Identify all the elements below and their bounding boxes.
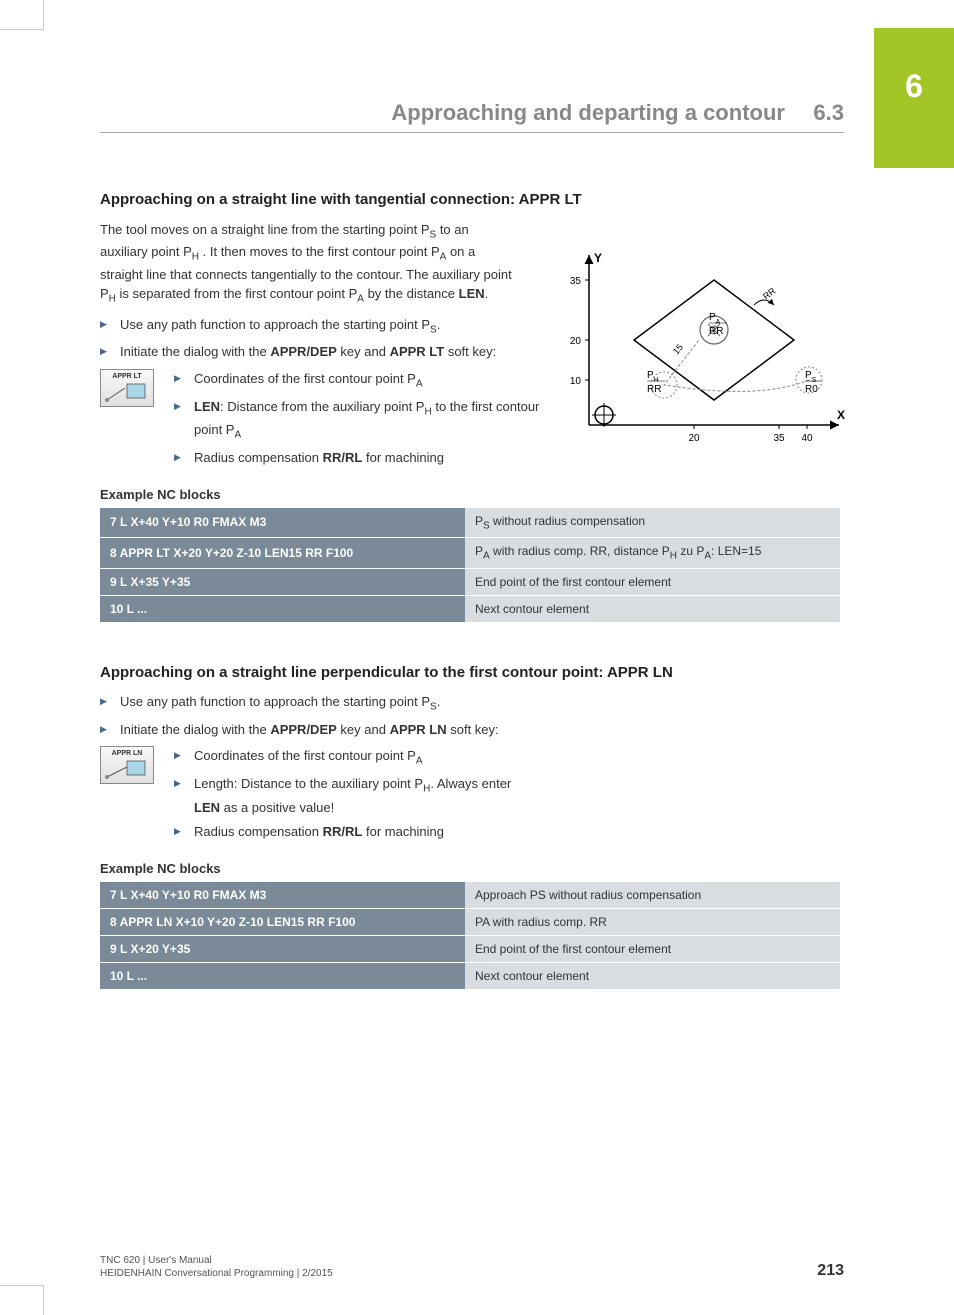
list-item: Length: Distance to the auxiliary point … xyxy=(174,774,540,818)
table-row: 9 L X+35 Y+35 End point of the first con… xyxy=(100,568,840,595)
table-row: 8 APPR LT X+20 Y+20 Z-10 LEN15 RR F100 P… xyxy=(100,538,840,568)
chapter-tab: 6 xyxy=(874,28,954,168)
svg-text:PS: PS xyxy=(805,370,817,384)
svg-text:15: 15 xyxy=(671,342,685,356)
svg-text:Y: Y xyxy=(594,251,602,265)
table-row: 7 L X+40 Y+10 R0 FMAX M3 PS without radi… xyxy=(100,508,840,538)
table-row: 10 L ...Next contour element xyxy=(100,963,840,990)
page-footer: TNC 620 | User's Manual HEIDENHAIN Conve… xyxy=(100,1254,844,1280)
page-corner-bottom xyxy=(0,1285,44,1315)
list-item: Radius compensation RR/RL for machining xyxy=(174,448,540,469)
softkey-appr-lt-icon: APPR LT xyxy=(100,369,154,407)
svg-text:40: 40 xyxy=(801,433,813,444)
list-item: Initiate the dialog with the APPR/DEP ke… xyxy=(100,720,530,741)
example-label-1: Example NC blocks xyxy=(100,487,840,502)
section1-heading: Approaching on a straight line with tang… xyxy=(100,190,840,210)
list-item: Use any path function to approach the st… xyxy=(100,692,530,716)
example-label-2: Example NC blocks xyxy=(100,861,840,876)
nc-table-1: 7 L X+40 Y+10 R0 FMAX M3 PS without radi… xyxy=(100,508,840,623)
section2-bullets: Use any path function to approach the st… xyxy=(100,692,530,740)
svg-text:RR: RR xyxy=(647,384,661,395)
svg-text:20: 20 xyxy=(688,433,700,444)
table-row: 10 L ... Next contour element xyxy=(100,595,840,622)
section2-heading: Approaching on a straight line perpendic… xyxy=(100,663,840,683)
list-item: Use any path function to approach the st… xyxy=(100,315,530,339)
list-item: Radius compensation RR/RL for machining xyxy=(174,822,540,843)
section1-bullets: Use any path function to approach the st… xyxy=(100,315,530,363)
svg-text:RR: RR xyxy=(709,326,723,337)
approach-diagram: YX352010203540PARRPHRRPSR0RR15 xyxy=(559,250,849,460)
softkey-row-appr-lt: APPR LT Coordinates of the first contour… xyxy=(100,369,540,475)
svg-text:35: 35 xyxy=(570,276,582,287)
footer-text: TNC 620 | User's Manual HEIDENHAIN Conve… xyxy=(100,1254,333,1280)
nc-table-2: 7 L X+40 Y+10 R0 FMAX M3Approach PS with… xyxy=(100,882,840,990)
svg-text:10: 10 xyxy=(570,376,582,387)
page-header: Approaching and departing a contour 6.3 xyxy=(100,100,844,133)
svg-text:35: 35 xyxy=(773,433,785,444)
header-title: Approaching and departing a contour xyxy=(391,100,785,125)
list-item: Coordinates of the first contour point P… xyxy=(174,746,540,770)
svg-text:X: X xyxy=(837,408,845,422)
section1-paragraph: The tool moves on a straight line from t… xyxy=(100,220,520,307)
header-section-number: 6.3 xyxy=(813,100,844,125)
svg-text:R0: R0 xyxy=(805,384,818,395)
svg-text:20: 20 xyxy=(570,336,582,347)
table-row: 8 APPR LN X+10 Y+20 Z-10 LEN15 RR F100PA… xyxy=(100,909,840,936)
softkey-appr-ln-icon: APPR LN xyxy=(100,746,154,784)
section1-sub-bullets: Coordinates of the first contour point P… xyxy=(174,369,540,469)
softkey-row-appr-ln: APPR LN Coordinates of the first contour… xyxy=(100,746,540,849)
page-corner-top xyxy=(0,0,44,30)
table-row: 9 L X+20 Y+35End point of the first cont… xyxy=(100,936,840,963)
svg-text:PH: PH xyxy=(647,370,659,384)
svg-text:RR: RR xyxy=(761,285,778,301)
list-item: Coordinates of the first contour point P… xyxy=(174,369,540,393)
table-row: 7 L X+40 Y+10 R0 FMAX M3Approach PS with… xyxy=(100,882,840,909)
section2-sub-bullets: Coordinates of the first contour point P… xyxy=(174,746,540,843)
list-item: Initiate the dialog with the APPR/DEP ke… xyxy=(100,342,530,363)
list-item: LEN: Distance from the auxiliary point P… xyxy=(174,397,540,444)
page-number: 213 xyxy=(817,1262,844,1280)
svg-text:PA: PA xyxy=(709,312,721,326)
